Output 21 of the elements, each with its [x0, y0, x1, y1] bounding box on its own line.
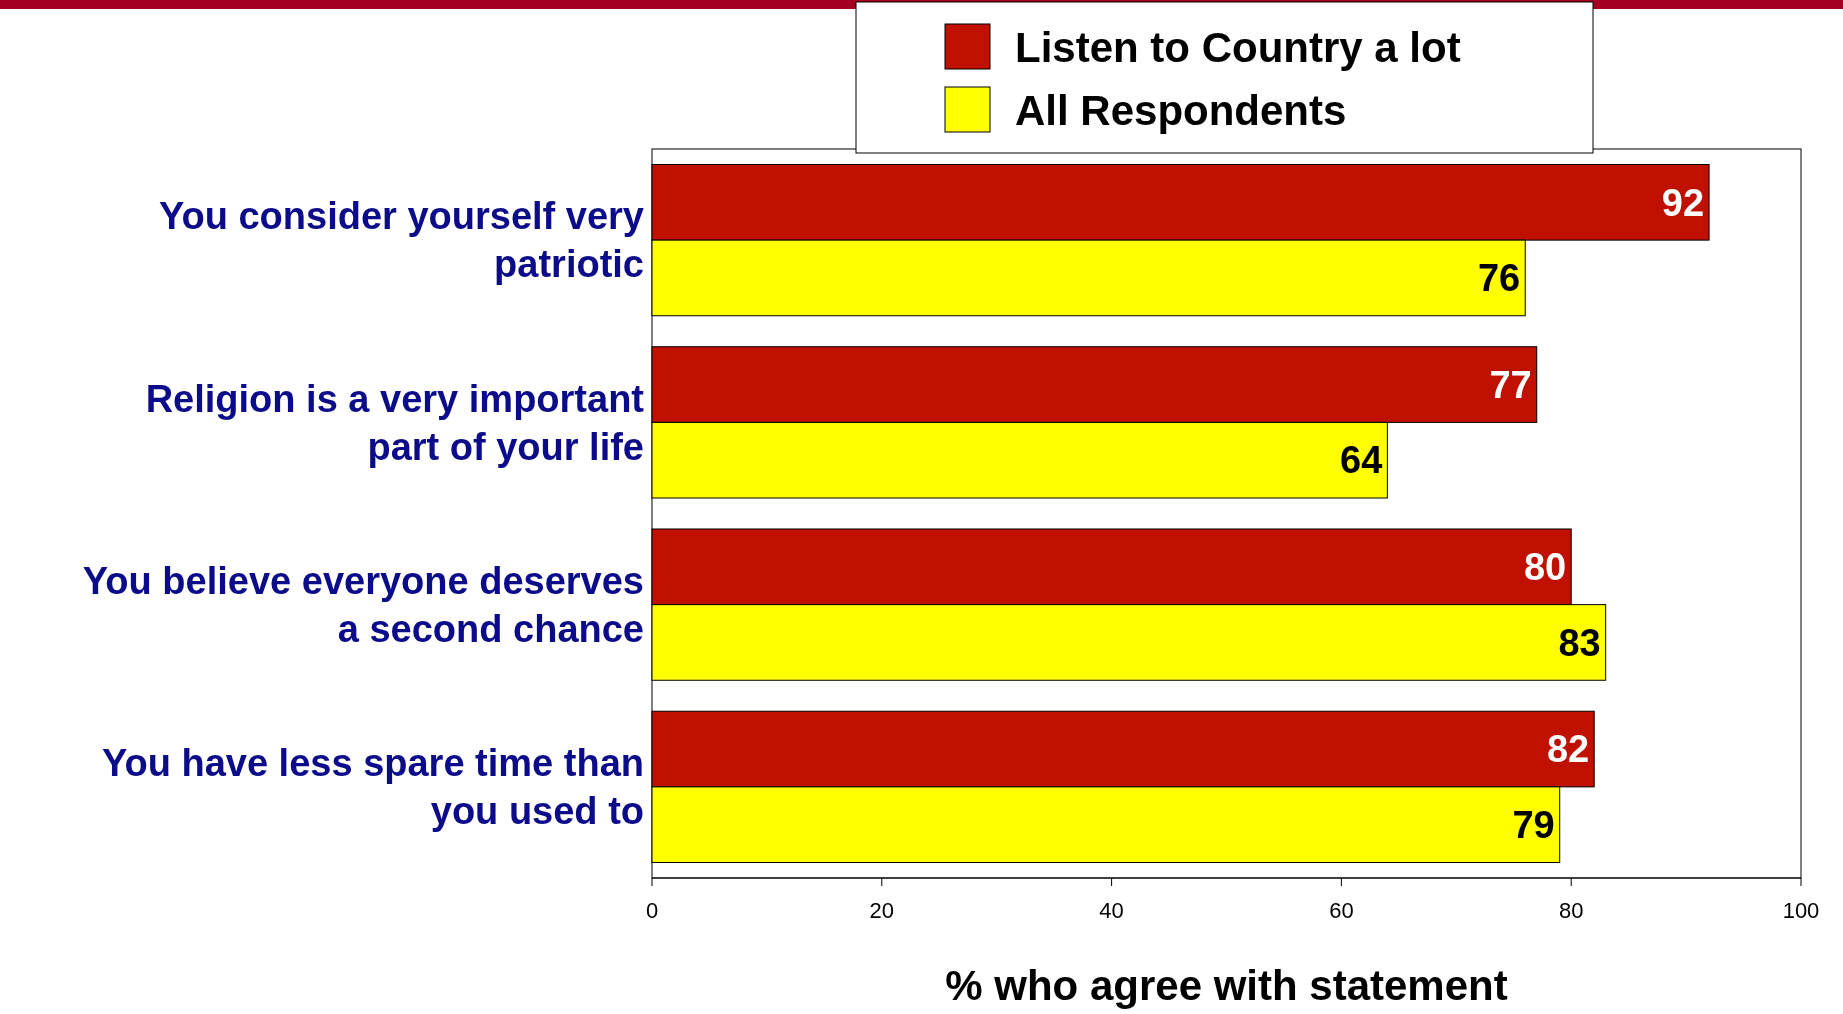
y-tick-label: Religion is a very important part of your life — [145, 377, 645, 468]
data-label: 79 — [1512, 803, 1555, 846]
x-tick-label: 20 — [869, 898, 895, 923]
legend-label: Listen to Country a lot — [1015, 23, 1461, 71]
x-tick-label: 0 — [645, 898, 659, 923]
data-label: 80 — [1523, 546, 1567, 589]
data-label: 76 — [1477, 257, 1521, 300]
data-label: 64 — [1340, 439, 1383, 482]
data-label: 92 — [1661, 181, 1705, 224]
y-tick-label: You have less spare time than you used to — [101, 742, 644, 833]
x-tick-label: 60 — [1329, 898, 1354, 923]
data-label: 83 — [1558, 621, 1601, 664]
x-axis-title: % who agree with statement — [945, 962, 1508, 1009]
y-tick-label: You believe everyone deserves a second chance — [82, 559, 644, 650]
legend-label: All Respondents — [1015, 86, 1347, 134]
data-label: 82 — [1546, 728, 1590, 771]
y-tick-label: You consider yourself very patriotic — [158, 195, 644, 286]
x-tick-label: 100 — [1782, 898, 1820, 923]
x-tick-label: 40 — [1099, 898, 1124, 923]
x-tick-label: 80 — [1558, 898, 1584, 923]
data-label: 77 — [1489, 363, 1532, 406]
